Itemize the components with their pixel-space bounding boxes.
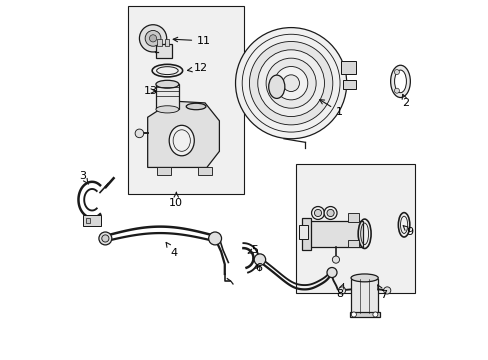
Circle shape <box>254 254 265 265</box>
Circle shape <box>383 287 390 294</box>
Text: 9: 9 <box>403 226 413 237</box>
Text: 13: 13 <box>144 86 158 96</box>
Text: 6: 6 <box>255 263 262 273</box>
Circle shape <box>139 25 166 52</box>
Circle shape <box>235 28 346 139</box>
Ellipse shape <box>156 67 178 75</box>
Text: 1: 1 <box>319 100 342 117</box>
Bar <box>343 80 355 89</box>
Bar <box>341 60 355 74</box>
Text: 12: 12 <box>187 63 207 73</box>
Circle shape <box>394 69 399 75</box>
Text: 8: 8 <box>335 284 343 299</box>
Text: 5: 5 <box>247 245 258 255</box>
Bar <box>128 6 244 194</box>
Text: 10: 10 <box>169 192 183 208</box>
Bar <box>157 39 162 45</box>
Text: 2: 2 <box>401 94 408 108</box>
Bar <box>299 225 308 239</box>
Bar <box>156 84 179 109</box>
Circle shape <box>149 35 156 42</box>
Bar <box>306 221 362 247</box>
Bar <box>296 164 414 293</box>
Bar <box>198 167 212 175</box>
Circle shape <box>282 75 299 91</box>
Text: 7: 7 <box>377 285 386 301</box>
Circle shape <box>102 235 109 242</box>
Circle shape <box>332 256 339 263</box>
Circle shape <box>351 312 356 317</box>
Bar <box>350 279 378 313</box>
Text: 3: 3 <box>80 171 88 184</box>
Bar <box>83 215 101 226</box>
Bar <box>85 218 90 223</box>
Ellipse shape <box>169 125 194 156</box>
Polygon shape <box>147 101 219 167</box>
Circle shape <box>326 210 333 217</box>
Circle shape <box>326 267 336 278</box>
Ellipse shape <box>156 80 179 88</box>
Circle shape <box>394 88 399 93</box>
Circle shape <box>314 210 321 217</box>
Circle shape <box>99 232 112 245</box>
Bar <box>348 213 359 222</box>
Ellipse shape <box>400 216 407 233</box>
Circle shape <box>208 232 221 245</box>
Circle shape <box>372 312 377 317</box>
Circle shape <box>135 129 143 138</box>
Ellipse shape <box>186 103 205 110</box>
Bar <box>156 167 171 175</box>
Circle shape <box>249 41 332 125</box>
Ellipse shape <box>268 75 285 98</box>
Ellipse shape <box>394 70 406 93</box>
Circle shape <box>265 58 315 108</box>
Bar <box>348 239 359 247</box>
Text: 4: 4 <box>166 242 177 258</box>
Ellipse shape <box>390 65 409 98</box>
Bar <box>164 39 168 45</box>
Circle shape <box>324 207 336 220</box>
Ellipse shape <box>350 274 378 282</box>
Circle shape <box>311 207 324 220</box>
Ellipse shape <box>156 106 179 113</box>
Circle shape <box>338 287 345 294</box>
Bar <box>301 219 310 250</box>
Circle shape <box>274 67 307 100</box>
Circle shape <box>257 50 324 117</box>
Text: 11: 11 <box>173 36 211 46</box>
Bar <box>156 44 172 58</box>
Bar <box>349 312 379 318</box>
Circle shape <box>145 31 161 46</box>
